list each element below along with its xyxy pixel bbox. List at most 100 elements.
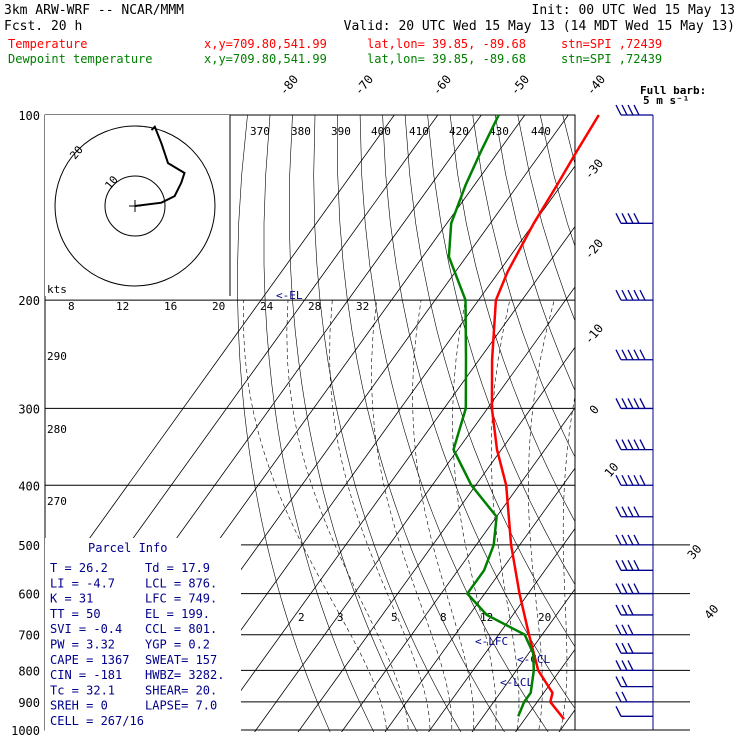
kts-label: kts: [47, 283, 67, 296]
parcel-info-box: Parcel Info T = 26.2 Td = 17.9 LI = -4.7 LC…: [45, 538, 241, 733]
theta-label: 400: [371, 125, 391, 138]
moist-adiabat: [286, 300, 409, 732]
moist-adiabat: [243, 300, 387, 732]
dry-adiabat: [630, 115, 740, 740]
speed-tick-label: 8: [68, 300, 75, 313]
wind-barb: [615, 104, 653, 116]
wind-barb: [615, 676, 653, 688]
parcel-info-cell: Tc = 32.1: [50, 683, 115, 697]
speed-tick-label: 24: [260, 300, 274, 313]
parcel-info-cell: CELL = 267/16: [50, 714, 144, 728]
theta-label: 390: [331, 125, 351, 138]
theta-label: 380: [291, 125, 311, 138]
parcel-info-cell: YGP = 0.2: [145, 638, 210, 652]
level-marker-el: <-EL: [276, 289, 303, 302]
dry-adiabat: [720, 115, 740, 740]
wind-barb: [615, 604, 653, 616]
wind-barb: [615, 660, 653, 672]
isotherm-line: [45, 115, 395, 601]
legend-temperature: Temperature: [8, 37, 87, 51]
pressure-label-300: 300: [18, 402, 40, 416]
isotherm-label: -70: [352, 72, 377, 98]
isotherm-label: -10: [582, 321, 607, 347]
parcel-info-cell: EL = 199.: [145, 607, 210, 621]
wind-barb: [615, 439, 653, 451]
isotherm-line: [210, 225, 575, 732]
mixing-ratio-label: 2: [298, 611, 305, 624]
speed-tick-label: 12: [116, 300, 129, 313]
theta-label: 280: [47, 423, 67, 436]
hodograph-ring-20: [54, 125, 216, 287]
moist-adiabat: [527, 300, 555, 732]
legend-dewpoint-stn: stn=SPI ,72439: [561, 52, 662, 66]
pressure-label-200: 200: [18, 294, 40, 308]
parcel-info-cell: SVI = -0.4: [50, 622, 122, 636]
speed-tick-label: 32: [356, 300, 369, 313]
diagram-grid: [44, 114, 740, 740]
dry-adiabat: [449, 115, 575, 523]
legend-dewpoint-xy: x,y=709.80,541.99: [204, 52, 327, 66]
wind-barbs: [615, 104, 654, 730]
dry-adiabat: [608, 115, 740, 740]
parcel-info-cell: K = 31: [50, 592, 93, 606]
dry-adiabat: [404, 115, 575, 648]
wind-barb: [615, 506, 653, 518]
wind-barb: [615, 534, 653, 546]
parcel-info-cell: LFC = 749.: [145, 592, 217, 606]
legend-temperature-xy: x,y=709.80,541.99: [204, 37, 327, 51]
parcel-info-cell: SHEAR= 20.: [145, 683, 217, 697]
isotherm-line: [254, 286, 575, 732]
dry-adiabat: [337, 115, 505, 732]
moist-adiabat: [412, 300, 475, 732]
parcel-info-cell: SWEAT= 157: [145, 653, 217, 667]
full-barb-units: 5 m s⁻¹: [643, 94, 689, 107]
dry-adiabat: [382, 115, 575, 709]
theta-label: 420: [449, 125, 469, 138]
parcel-info-cell: SREH = 0: [50, 699, 108, 713]
theta-label: 410: [409, 125, 429, 138]
temperature-profile: [490, 114, 600, 720]
moist-adiabat: [329, 300, 431, 732]
parcel-info-cell: T = 26.2: [50, 561, 108, 575]
dry-adiabat: [288, 115, 418, 732]
parcel-info-cell: PW = 3.32: [50, 638, 115, 652]
level-marker-lcl: <-LCL: [500, 676, 533, 689]
isotherm-line: [384, 467, 575, 732]
sounding-profiles: [447, 114, 600, 720]
pressure-label-400: 400: [18, 479, 40, 493]
pressure-label-100: 100: [18, 109, 40, 123]
dry-adiabat: [313, 115, 462, 732]
dry-adiabat: [698, 115, 740, 740]
parcel-info-cell: LAPSE= 7.0: [145, 699, 217, 713]
wind-barb: [615, 398, 653, 410]
pressure-label-1000: 1000: [11, 724, 40, 738]
parcel-info-cell: HWBZ= 3282.: [145, 668, 224, 682]
wind-barb: [615, 706, 653, 717]
wind-barb: [615, 349, 653, 361]
parcel-info-cell: LI = -4.7: [50, 576, 115, 590]
full-barb-label: Full barb:: [640, 84, 706, 97]
wind-barb: [615, 289, 653, 301]
wind-barb: [615, 213, 653, 224]
speed-tick-label: 16: [164, 300, 177, 313]
isotherm-line: [428, 527, 575, 732]
wind-barb: [615, 624, 653, 636]
isotherm-label: -80: [277, 72, 302, 98]
parcel-info-cell: CAPE = 1367: [50, 653, 129, 667]
valid-time: Valid: 20 UTC Wed 15 May 13 (14 MDT Wed …: [344, 19, 735, 34]
dry-adiabat: [675, 115, 740, 740]
isotherm-label: 0: [587, 402, 602, 417]
hodograph-ring-10: [104, 175, 166, 237]
mixing-ratio-label: 5: [391, 611, 398, 624]
theta-label: 440: [531, 125, 551, 138]
speed-tick-label: 28: [308, 300, 321, 313]
theta-label: 290: [47, 350, 67, 363]
isotherm-line: [297, 346, 575, 732]
isotherm-line: [558, 709, 575, 732]
isotherm-label: 40: [702, 602, 722, 622]
speed-tick-label: 20: [212, 300, 225, 313]
mixing-ratio-label: 20: [538, 611, 551, 624]
dry-adiabat: [263, 115, 375, 732]
dry-adiabat: [472, 115, 575, 458]
theta-label: 370: [250, 125, 270, 138]
